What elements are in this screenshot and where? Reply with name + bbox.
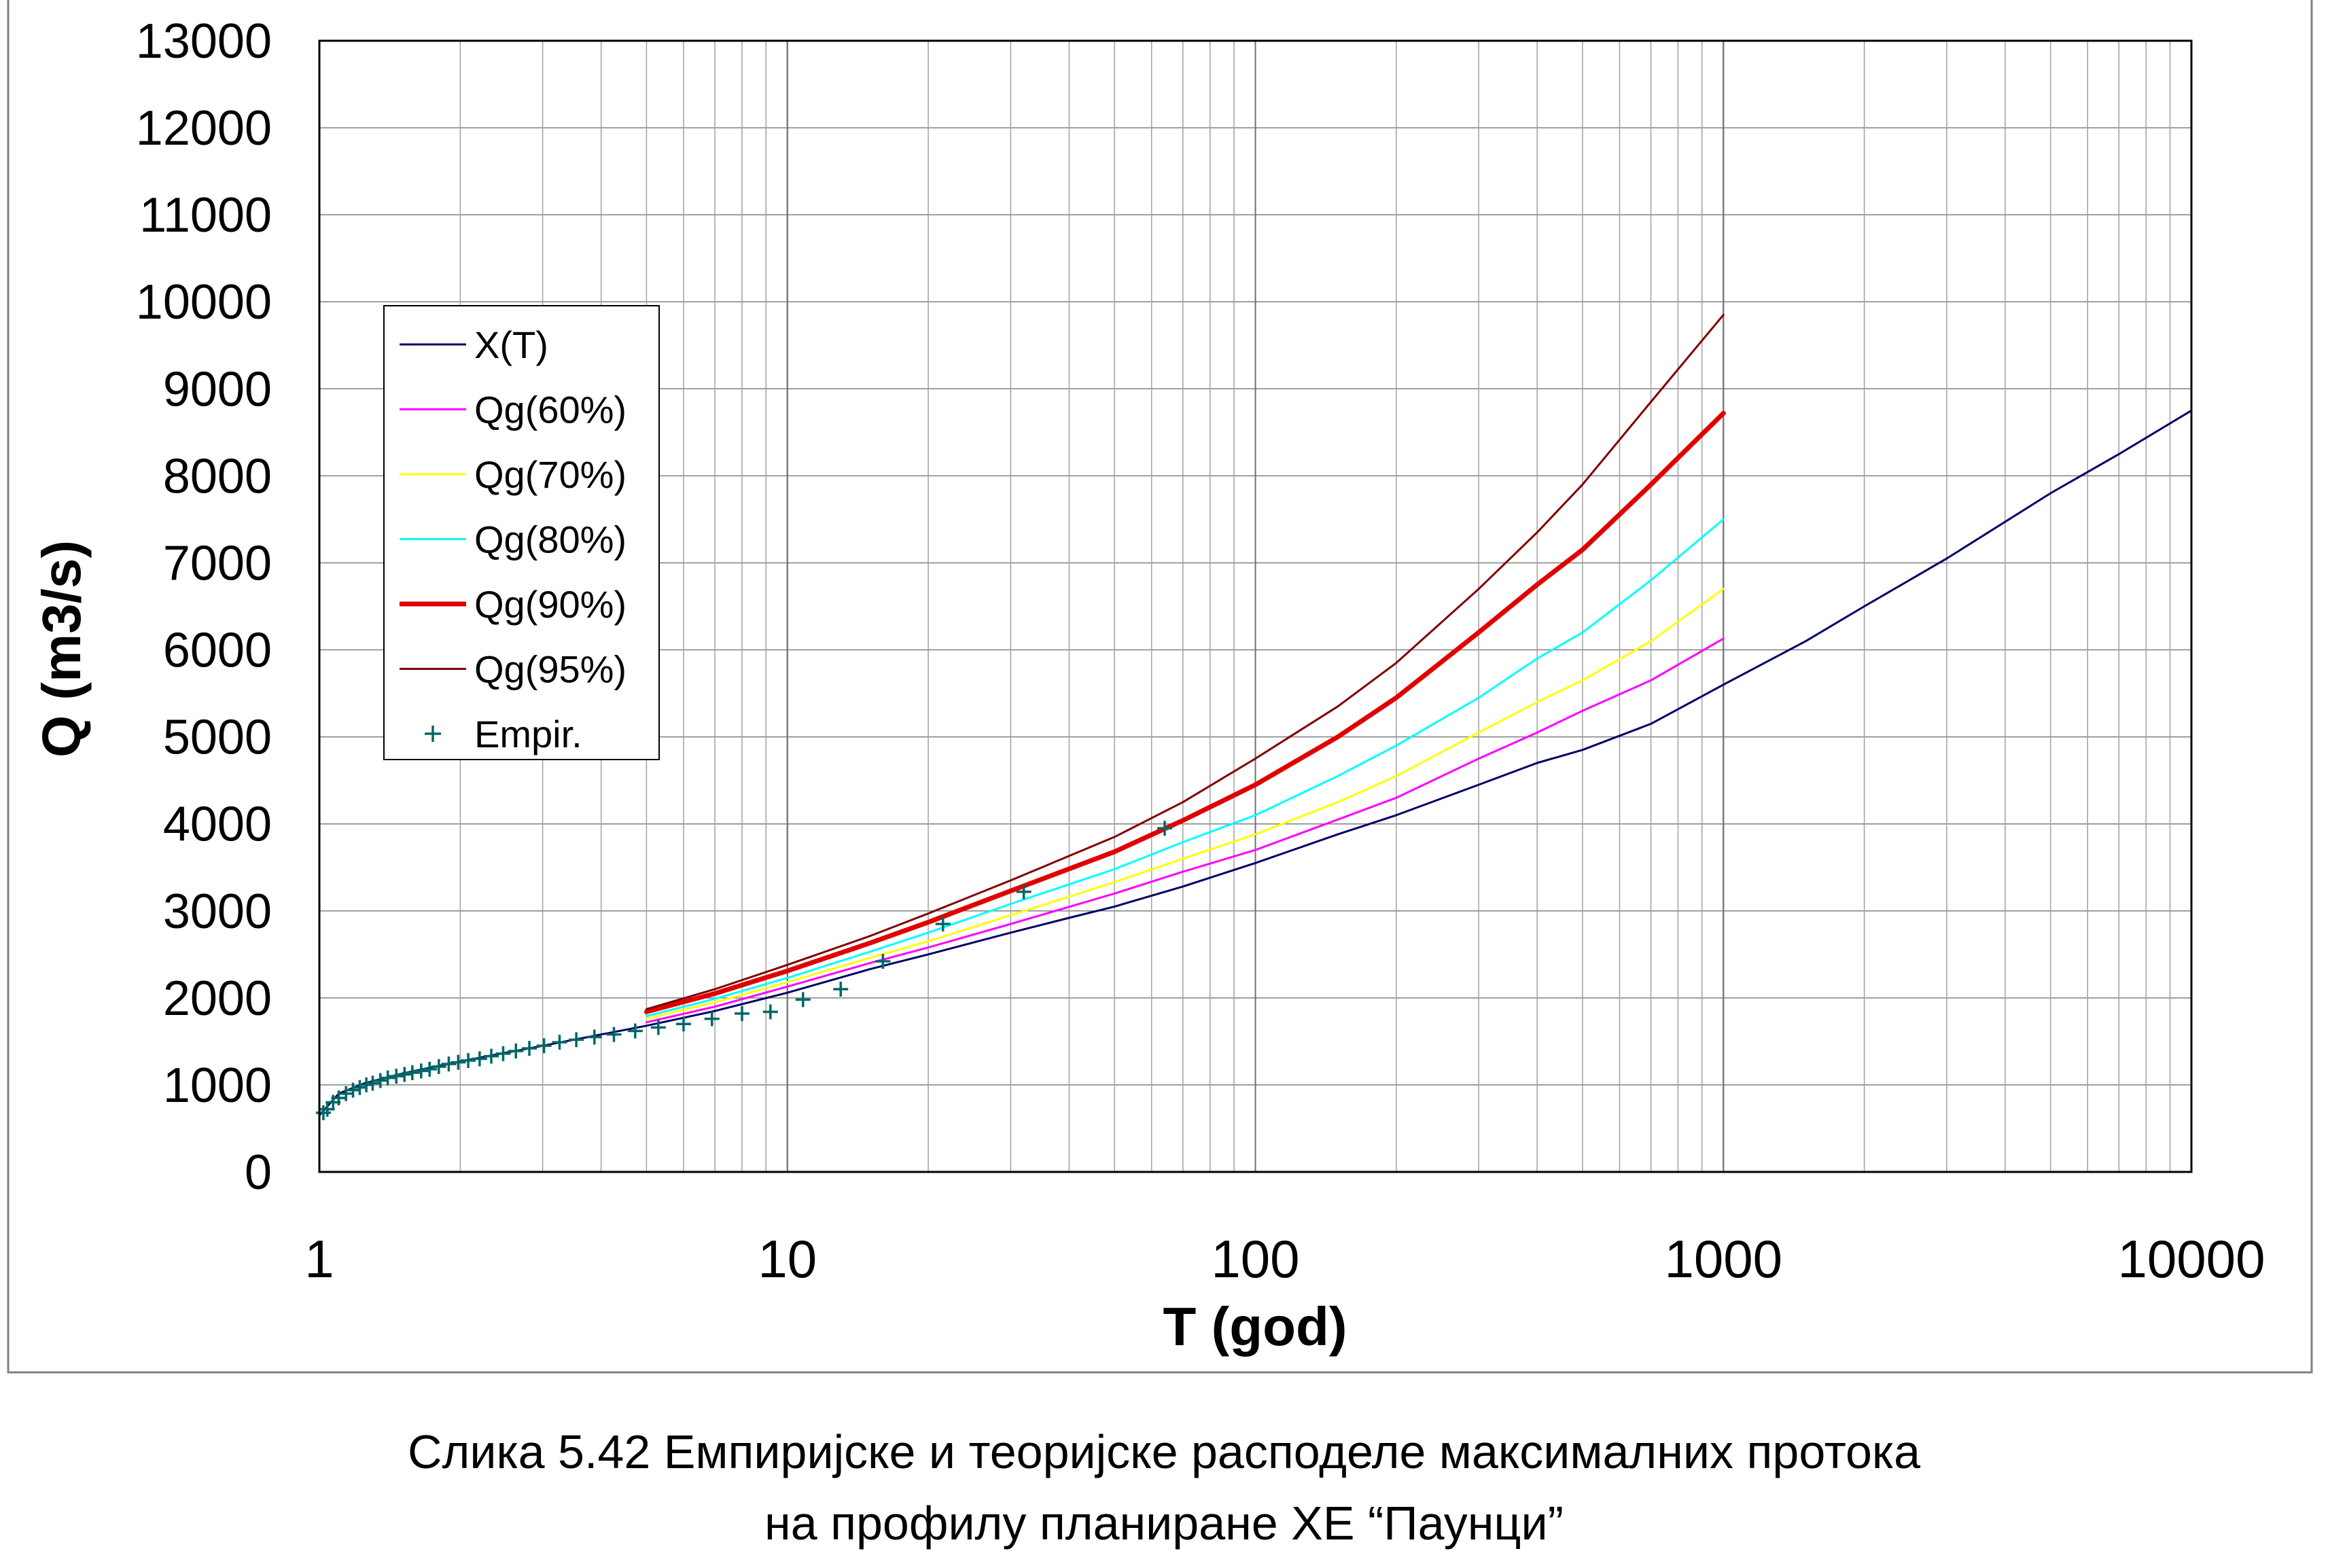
legend: X(T) Qg(60%) Qg(70%) Qg(80%) Qg(90%) Qg(95%) E… [383, 305, 660, 760]
empir-point [762, 1004, 778, 1020]
empir-point [675, 1016, 691, 1032]
empir-point [1016, 884, 1031, 899]
empir-point [431, 1059, 446, 1075]
x-tick-label: 10000 [2118, 1229, 2265, 1289]
empir-point [935, 916, 951, 931]
series-line-qg-70 [645, 588, 1725, 1020]
empir-point [461, 1053, 476, 1069]
empir-point [422, 1061, 438, 1077]
empir-point [606, 1027, 622, 1042]
empir-point [380, 1070, 395, 1086]
empir-point [536, 1038, 552, 1054]
x-axis-title: T (god) [1163, 1296, 1347, 1357]
plot-border [318, 39, 2193, 1173]
empir-point [472, 1051, 487, 1067]
y-tick-label: 3000 [163, 885, 272, 939]
empir-point [875, 954, 891, 969]
y-tick-label: 2000 [163, 972, 272, 1026]
x-tick-label: 1000 [1664, 1229, 1782, 1289]
series-line-qg-90 [643, 410, 1726, 1014]
y-tick-label: 5000 [163, 711, 272, 765]
empir-point [338, 1086, 354, 1101]
empir-point [359, 1077, 374, 1092]
y-tick-label: 12000 [136, 101, 272, 156]
empir-point [495, 1046, 511, 1061]
legend-label-qg-60: Qg(60%) [474, 389, 627, 431]
y-tick-label: 10000 [136, 275, 272, 329]
y-tick-label: 1000 [163, 1058, 272, 1113]
legend-marker-empir [425, 726, 441, 742]
empir-point [795, 992, 811, 1008]
legend-label-x-t: X(T) [474, 323, 548, 366]
empir-point [627, 1023, 643, 1039]
y-axis-ticks: 0 1000 2000 3000 4000 5000 6000 7000 8000 9000 100… [136, 14, 272, 1200]
y-tick-label: 7000 [163, 536, 272, 590]
y-tick-label: 0 [245, 1145, 272, 1200]
empir-point [569, 1032, 584, 1048]
legend-label-qg-90: Qg(90%) [474, 583, 627, 626]
empir-point [397, 1067, 412, 1082]
empir-point [404, 1065, 420, 1080]
empir-point [1157, 821, 1173, 836]
empir-point [441, 1056, 457, 1072]
empir-point [522, 1041, 537, 1056]
x-tick-label: 100 [1211, 1229, 1299, 1289]
caption-line-1: Слика 5.42 Емпиријске и теоријске распод… [407, 1425, 1921, 1478]
empir-point [365, 1075, 381, 1091]
x-tick-label: 10 [758, 1229, 817, 1289]
figure-caption: Слика 5.42 Емпиријске и теоријске распод… [0, 1416, 2328, 1559]
empir-point [586, 1029, 602, 1045]
empir-point [372, 1073, 388, 1088]
caption-line-2: на профилу планиране ХЕ “Паунци” [764, 1497, 1564, 1550]
empir-point [413, 1063, 429, 1079]
legend-label-empir: Empir. [474, 713, 582, 755]
empir-point [704, 1011, 720, 1027]
y-tick-label: 13000 [136, 14, 272, 69]
empir-point [552, 1035, 567, 1050]
x-axis-ticks: 1 10 100 1000 10000 [304, 1229, 2265, 1289]
legend-box [383, 305, 660, 760]
series-empir [315, 821, 1173, 1120]
y-tick-label: 6000 [163, 624, 272, 678]
y-tick-label: 4000 [163, 798, 272, 852]
legend-label-qg-70: Qg(70%) [474, 453, 627, 496]
legend-label-qg-95: Qg(95%) [474, 648, 627, 691]
empir-point [389, 1069, 404, 1084]
empir-point [650, 1020, 666, 1035]
empir-point [735, 1005, 749, 1021]
y-tick-label: 8000 [163, 449, 272, 503]
legend-label-qg-80: Qg(80%) [474, 518, 627, 561]
x-tick-label: 1 [304, 1229, 334, 1289]
y-axis-title: Q (m3/s) [31, 540, 92, 758]
empir-point [451, 1054, 466, 1070]
series-line-qg-95 [645, 313, 1725, 1010]
y-tick-label: 9000 [163, 362, 272, 416]
empir-point [508, 1043, 524, 1058]
y-tick-label: 11000 [139, 188, 272, 243]
series-line-qg-80 [645, 518, 1725, 1018]
empir-point [352, 1080, 368, 1095]
series-layer [315, 313, 2193, 1120]
empir-point [345, 1082, 361, 1098]
series-line-qg-60 [645, 637, 1725, 1024]
empir-point [484, 1048, 499, 1064]
empir-point [833, 982, 849, 997]
